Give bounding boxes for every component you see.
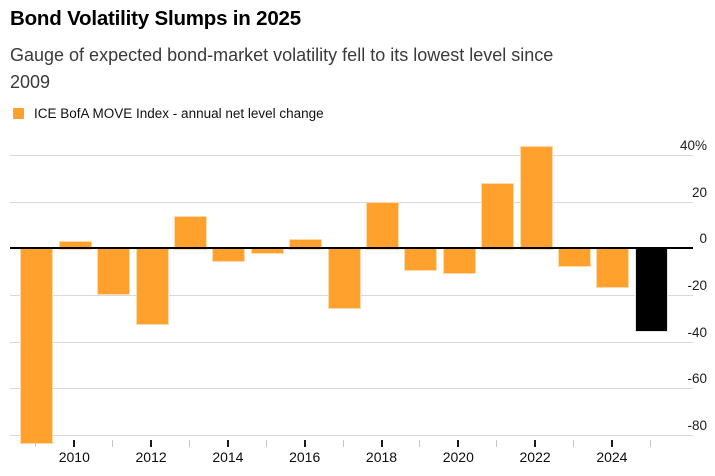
x-tick-2015 (265, 440, 267, 447)
bar-2024 (596, 248, 630, 288)
x-tick-2010 (73, 440, 76, 447)
y-axis-label--60: -60 (687, 371, 707, 387)
legend-swatch-icon (13, 108, 24, 119)
bar-2018 (366, 201, 399, 251)
bar-2010 (58, 241, 92, 251)
x-axis-label-2010: 2010 (58, 449, 90, 465)
legend: ICE BofA MOVE Index - annual net level c… (13, 106, 324, 121)
x-tick-2017 (342, 440, 344, 447)
bar-2012 (135, 248, 169, 325)
x-tick-2021 (496, 440, 498, 447)
x-tick-2020 (457, 440, 460, 447)
bar-2016 (289, 238, 323, 251)
gridline-40 (10, 155, 693, 156)
chart-subtitle: Gauge of expected bond-market volatility… (10, 42, 553, 96)
x-tick-2012 (150, 440, 153, 447)
chart-subtitle-line-2: 2009 (10, 72, 51, 92)
x-axis-label-2014: 2014 (212, 449, 244, 465)
x-tick-2011 (112, 440, 114, 447)
x-tick-2024 (610, 440, 613, 447)
bar-2009 (20, 248, 54, 444)
x-axis-label-2020: 2020 (442, 449, 474, 465)
bar-2017 (327, 248, 361, 309)
bar-2014 (212, 248, 246, 262)
y-axis-label--40: -40 (687, 324, 707, 340)
bar-2019 (404, 248, 438, 272)
y-axis-label-40: 40% (679, 138, 707, 153)
x-tick-2016 (303, 440, 306, 447)
x-axis-label-2024: 2024 (596, 449, 628, 465)
x-axis-label-2018: 2018 (365, 449, 398, 465)
bar-chart: 40% 20 0 -20 -40 -60 -80 2010 2012 2014 2016 2018 20… (0, 135, 715, 476)
chart-title: Bond Volatility Slumps in 2025 (10, 7, 301, 30)
x-axis-label-2012: 2012 (135, 449, 167, 465)
x-tick-2018 (380, 440, 383, 447)
y-axis-label--80: -80 (687, 417, 707, 433)
y-axis-label--20: -20 (687, 277, 707, 293)
bar-2022 (519, 145, 553, 251)
y-axis-label-0: 0 (699, 231, 707, 247)
x-tick-2025 (649, 440, 651, 447)
chart-subtitle-line-1: Gauge of expected bond-market volatility… (10, 45, 554, 65)
y-axis-label-20: 20 (691, 184, 707, 200)
x-tick-2022 (534, 440, 537, 447)
bar-2025 (634, 248, 668, 332)
x-axis-label-2022: 2022 (519, 449, 551, 465)
x-tick-2023 (573, 440, 574, 447)
bar-2021 (481, 182, 515, 251)
bar-2013 (174, 215, 207, 251)
gridline-20 (10, 201, 693, 203)
x-axis-label-2016: 2016 (289, 449, 321, 465)
bar-2011 (97, 248, 131, 295)
gridline--80 (10, 434, 693, 436)
legend-label: ICE BofA MOVE Index - annual net level c… (34, 106, 324, 121)
x-tick-2019 (419, 440, 421, 447)
x-tick-2014 (226, 440, 229, 447)
zero-baseline (10, 247, 693, 250)
x-tick-2009 (35, 440, 37, 447)
bar-2020 (442, 248, 476, 274)
x-tick-2013 (189, 440, 190, 447)
gridline--60 (10, 388, 693, 390)
bar-2023 (558, 248, 591, 267)
gridline--40 (10, 341, 693, 343)
